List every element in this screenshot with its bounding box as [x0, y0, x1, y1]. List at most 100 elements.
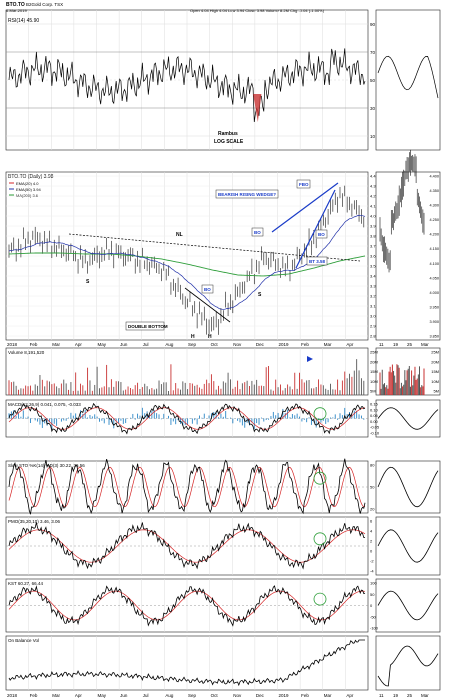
- rsi-tick-label: 30: [370, 106, 376, 111]
- macd-signal-line: [8, 407, 366, 430]
- macd-tick: 0.15: [370, 402, 379, 407]
- x-axis-label-bottom: Apr: [346, 693, 354, 698]
- side-price-tick: 4.050: [429, 276, 439, 280]
- kst-signal-line: [8, 590, 366, 621]
- kst-tick: 100: [370, 581, 377, 586]
- sto-tick: 20: [370, 507, 375, 512]
- macd-tick: -0.10: [370, 431, 380, 436]
- obv-label: On Balance Vol: [8, 638, 39, 643]
- volume-tick: 20M: [370, 359, 378, 364]
- side-price-tick: 4.350: [429, 189, 439, 193]
- side-price-tick: 4.400: [429, 175, 439, 179]
- double-bottom-annotation-box: [125, 321, 165, 331]
- shoulder-label: S: [258, 292, 262, 298]
- volume-tick: 10M: [370, 379, 378, 384]
- side-volume-tick: 15M: [431, 369, 439, 374]
- x-axis-label-bottom: May: [98, 693, 107, 698]
- price-tick-label: 2.9: [370, 324, 376, 329]
- rsi-line: [8, 48, 366, 123]
- side-price-tick: 3.850: [429, 335, 439, 339]
- fbo-annotation-box: [296, 179, 311, 189]
- shoulder-label: S: [86, 279, 90, 285]
- bo-annotation: BO: [254, 230, 261, 235]
- volume-tick: 15M: [370, 369, 378, 374]
- kst-highlight-circle: [313, 592, 327, 606]
- price-tick-label: 3.4: [370, 274, 376, 279]
- wedge-annotation-box: [215, 189, 279, 199]
- side-x-label-bottom: 19: [393, 693, 399, 698]
- side-volume-tick: 20M: [431, 359, 439, 364]
- macd-tick: -0.05: [370, 425, 380, 430]
- legend-label: MA(200) 3.6: [16, 193, 39, 198]
- price-target-annotation: BT 3.58: [309, 259, 326, 264]
- macd-tick: 0.00: [370, 419, 379, 424]
- chart-date: 6-Mar-2019: [6, 8, 27, 13]
- side-x-label-bottom: 11: [379, 693, 384, 698]
- head-label: H: [208, 334, 212, 340]
- price-tick-label: 3.5: [370, 264, 376, 269]
- rsi-oversold-fill: [253, 94, 262, 122]
- x-axis-label-bottom: Apr: [75, 693, 83, 698]
- side-volume-tick: 10M: [431, 379, 439, 384]
- x-axis-label: May: [98, 342, 107, 347]
- side-price-tick: 4.150: [429, 247, 439, 251]
- chart-quote: Open 4.04 High 4.04 Low 3.94 Close 3.98 …: [190, 8, 325, 13]
- volume-arrow: [307, 356, 313, 362]
- x-axis-label: 2019: [279, 342, 290, 347]
- side-kst-line: [377, 590, 439, 621]
- price-tick-label: 4.3: [370, 184, 376, 189]
- ma200-line: [8, 252, 366, 277]
- chart-company: B2Gold Corp. TSX: [26, 2, 63, 7]
- x-axis-label-bottom: Aug: [165, 693, 174, 698]
- volume-label: Volume 8,191,520: [8, 350, 45, 355]
- pmo-tick: 6: [370, 519, 373, 524]
- side-price-tick: 4.250: [429, 218, 439, 222]
- macd-highlight-circle: [313, 407, 327, 421]
- side-rsi-line: [377, 55, 439, 99]
- x-axis-label: Sep: [188, 342, 197, 347]
- side-pmo-line: [377, 529, 439, 563]
- price-tick-label: 4.4: [370, 174, 376, 179]
- sto-tick: 80: [370, 463, 375, 468]
- x-axis-label-bottom: Mar: [52, 693, 60, 698]
- x-axis-label-bottom: Nov: [233, 693, 242, 698]
- bo-annotation-box: [315, 229, 328, 239]
- pmo-tick: 0: [370, 549, 373, 554]
- x-axis-label: Feb: [301, 342, 309, 347]
- obv-line: [8, 639, 365, 687]
- side-price-tick: 3.950: [429, 305, 439, 309]
- log-scale-note: LOG SCALE: [214, 139, 244, 145]
- x-axis-label-bottom: 2019: [279, 693, 290, 698]
- side-panel-frame-sto: [375, 460, 441, 514]
- side-panel-frame-obv: [375, 635, 441, 691]
- rsi-tick-label: 70: [370, 50, 376, 55]
- x-axis-label: Mar: [52, 342, 60, 347]
- volume-tick: 25M: [370, 350, 378, 355]
- side-price-tick: 3.900: [429, 320, 439, 324]
- bo-annotation: BO: [204, 287, 211, 292]
- price-tick-label: 3.9: [370, 224, 376, 229]
- wedge-annotation: BEARISH RISING WEDGE?: [218, 192, 276, 197]
- sto-main-line: [8, 458, 366, 515]
- price-tick-label: 4.1: [370, 204, 376, 209]
- rsi-tick-label: 50: [370, 78, 376, 83]
- macd-main-line: [8, 402, 366, 435]
- wedge-upper-line: [271, 182, 339, 233]
- price-tick-label: 4.2: [370, 194, 376, 199]
- side-price-tick: 4.100: [429, 262, 439, 266]
- neckline-label: NL: [176, 232, 183, 238]
- pmo-tick: 4: [370, 529, 373, 534]
- x-axis-label: Nov: [233, 342, 242, 347]
- sto-highlight-circle: [313, 471, 327, 485]
- double-bottom-annotation: DOUBLE BOTTOM: [128, 324, 168, 329]
- sto-tick: 50: [370, 485, 375, 490]
- pmo-highlight-circle: [313, 532, 327, 546]
- chart-symbol: BTO.TO: [6, 2, 25, 8]
- kst-tick: 50: [370, 592, 375, 597]
- price-label: BTO.TO (Daily) 3.98: [8, 174, 54, 180]
- x-axis-label: Feb: [30, 342, 38, 347]
- x-axis-label: Jun: [120, 342, 128, 347]
- macd-tick: 0.05: [370, 413, 379, 418]
